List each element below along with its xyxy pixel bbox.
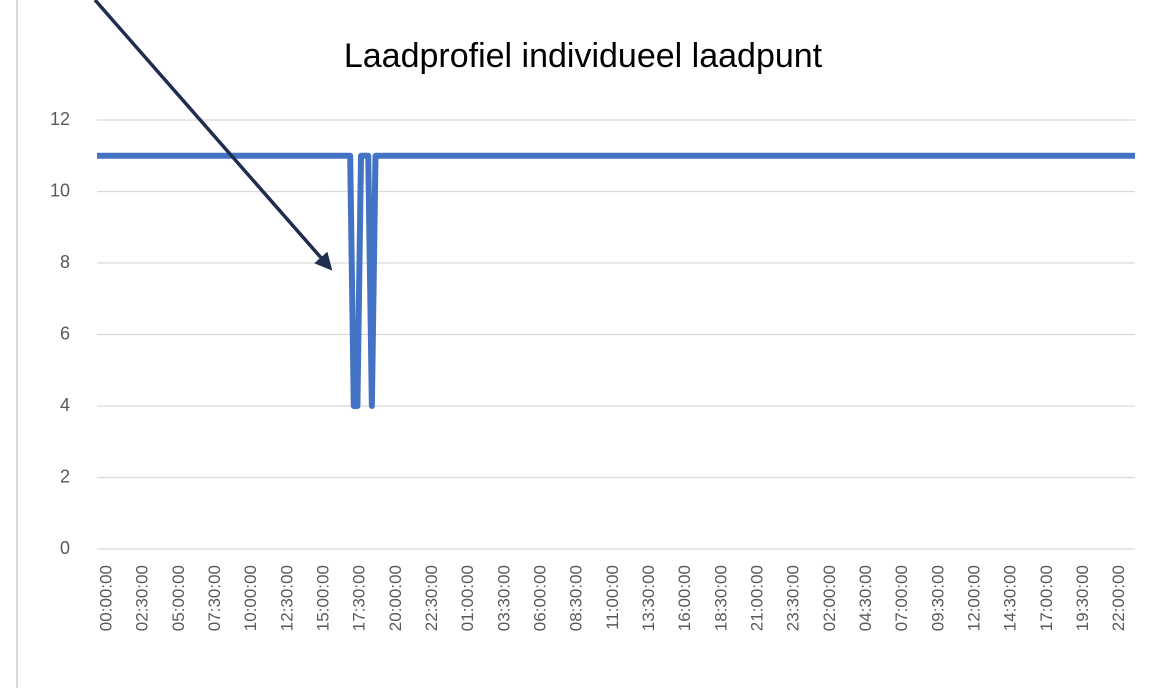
x-tick-label: 00:00:00: [96, 565, 115, 631]
y-tick-label: 0: [60, 538, 70, 558]
x-tick-label: 11:00:00: [603, 565, 622, 630]
y-tick-label: 12: [50, 109, 70, 129]
x-tick-label: 22:00:00: [1109, 565, 1128, 631]
y-tick-label: 8: [60, 252, 70, 272]
x-tick-label: 23:30:00: [784, 565, 803, 631]
x-tick-label: 16:00:00: [675, 565, 694, 631]
x-tick-label: 07:30:00: [205, 565, 224, 631]
x-tick-label: 21:00:00: [747, 565, 766, 631]
annotation-arrow: [93, 0, 333, 271]
x-tick-label: 15:00:00: [313, 565, 332, 631]
x-tick-label: 17:00:00: [1037, 565, 1056, 631]
x-tick-label: 07:00:00: [892, 565, 911, 631]
x-tick-label: 14:30:00: [1001, 565, 1020, 631]
x-tick-label: 06:00:00: [530, 565, 549, 631]
x-tick-label: 03:30:00: [494, 565, 513, 631]
x-tick-label: 13:30:00: [639, 565, 658, 631]
y-tick-label: 2: [60, 466, 70, 486]
x-tick-label: 22:30:00: [422, 565, 441, 631]
y-tick-label: 4: [60, 395, 70, 415]
x-tick-label: 02:30:00: [133, 565, 152, 631]
x-tick-label: 12:30:00: [277, 565, 296, 631]
x-tick-label: 10:00:00: [241, 565, 260, 631]
x-tick-label: 20:00:00: [386, 565, 405, 631]
x-tick-label: 08:30:00: [567, 565, 586, 631]
x-tick-label: 02:00:00: [820, 565, 839, 631]
x-tick-label: 01:00:00: [458, 565, 477, 631]
x-tick-label: 09:30:00: [928, 565, 947, 631]
x-tick-label: 19:30:00: [1073, 565, 1092, 631]
series-line: [97, 152, 1135, 409]
x-tick-label: 17:30:00: [350, 565, 369, 631]
y-tick-label: 6: [60, 323, 70, 343]
x-tick-label: 04:30:00: [856, 565, 875, 631]
x-tick-label: 18:30:00: [711, 565, 730, 631]
y-tick-label: 10: [50, 180, 70, 200]
plot-area: 0 2 4 6 8 10 12 00:00:00 02:30:00 05:00:00 07:30:0…: [50, 109, 1135, 631]
x-tick-label: 12:00:00: [964, 565, 983, 631]
chart-title: Laadprofiel individueel laadpunt: [344, 37, 823, 75]
x-tick-label: 05:00:00: [169, 565, 188, 631]
